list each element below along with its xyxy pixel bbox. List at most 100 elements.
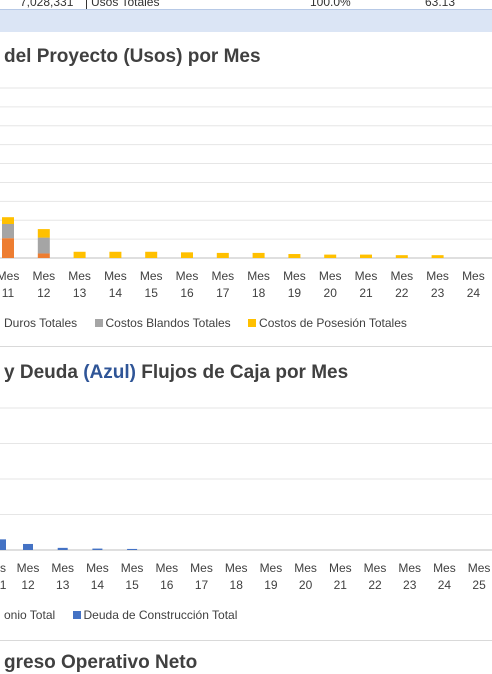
x-tick-label: Mes [260, 561, 283, 575]
x-tick-label-partial: s [0, 561, 6, 575]
x-tick-label: 25 [472, 578, 486, 592]
x-tick-label: 21 [359, 286, 373, 300]
legend-item-soft-costs: Costos Blandos Totales [94, 316, 231, 330]
x-tick-label: Mes [329, 561, 352, 575]
legend-item-hard-costs: Duros Totales [4, 316, 77, 330]
legend-label: Deuda de Construcción Total [83, 608, 238, 622]
total-value: 63.13 [425, 0, 456, 9]
chart1-legend: Duros Totales Costos Blandos Totales Cos… [4, 316, 421, 330]
x-tick-label: 14 [109, 286, 123, 300]
x-tick-label: Mes [140, 269, 163, 283]
bar [431, 255, 444, 258]
chart2-plot: s 11 Mes 12 Mes 13 Mes 14 Mes 15 Mes 16 Mes 17 Mes 18 Me… [0, 407, 492, 592]
total-label: Usos Totales [86, 0, 159, 9]
x-tick-label: 17 [195, 578, 209, 592]
x-tick-label: 12 [37, 286, 51, 300]
bar [324, 254, 337, 258]
x-tick-label: Mes [211, 269, 234, 283]
section-divider [0, 640, 492, 641]
legend-swatch [248, 319, 257, 327]
legend-label: onio Total [4, 608, 56, 622]
chart2-title: y Deuda (Azul) Flujos de Caja por Mes [4, 362, 348, 384]
x-tick-label: 18 [252, 286, 266, 300]
bar [92, 548, 103, 550]
x-tick-label: Mes [468, 561, 491, 575]
x-tick-label: 12 [21, 578, 35, 592]
x-tick-label: Mes [355, 269, 378, 283]
legend-item-equity: onio Total [4, 608, 55, 622]
section-divider [0, 346, 492, 347]
x-tick-label: 16 [180, 286, 194, 300]
x-tick-label: 19 [264, 578, 278, 592]
x-tick-label: Mes [176, 269, 199, 283]
legend-item-holding-costs: Costos de Posesión Totales [248, 316, 407, 330]
x-tick-label: Mes [319, 269, 342, 283]
x-tick-label: Mes [398, 561, 421, 575]
x-tick-label: 16 [160, 578, 174, 592]
x-tick-label: 24 [438, 578, 452, 592]
x-tick-label: 14 [91, 578, 105, 592]
legend-label: Costos de Posesión Totales [259, 316, 407, 330]
bar [395, 255, 408, 258]
x-tick-label: Mes [225, 561, 248, 575]
chart2-legend: onio Total Deuda de Construcción Total [4, 608, 251, 622]
x-tick-label: 11 [2, 286, 15, 300]
legend-swatch [72, 611, 81, 619]
x-tick-label: 18 [230, 578, 244, 592]
header-band [0, 10, 492, 32]
bar [216, 252, 229, 258]
x-tick-label: Mes [364, 561, 387, 575]
x-tick-label: 21 [334, 578, 348, 592]
bar [57, 547, 68, 550]
x-tick-label: Mes [0, 269, 19, 283]
total-percent: 100.0% [310, 0, 351, 9]
x-tick-label: 13 [73, 286, 87, 300]
x-tick-label: Mes [104, 269, 127, 283]
x-tick-label: Mes [68, 269, 91, 283]
x-tick-label: 17 [216, 286, 230, 300]
bar [37, 253, 50, 258]
x-tick-label-partial-num: 11 [0, 578, 7, 592]
x-tick-label: 15 [125, 578, 139, 592]
chart2-title-suffix: Flujos de Caja por Mes [135, 362, 349, 383]
bar [360, 254, 372, 258]
x-tick-label: Mes [390, 269, 413, 283]
total-amount: 7,028,331 [20, 0, 74, 9]
x-tick-label: Mes [51, 561, 74, 575]
bar [288, 254, 301, 258]
bar [127, 548, 138, 550]
x-tick-label: 24 [467, 286, 481, 300]
x-tick-label: Mes [121, 561, 144, 575]
x-tick-label: Mes [462, 269, 485, 283]
x-tick-label: Mes [190, 561, 213, 575]
bar [109, 251, 122, 258]
x-tick-label: 22 [395, 286, 409, 300]
x-tick-label: Mes [86, 561, 109, 575]
bar [2, 217, 14, 224]
next-section-title: greso Operativo Neto [4, 652, 198, 673]
x-tick-label: Mes [17, 561, 40, 575]
legend-label: Duros Totales [4, 316, 78, 330]
x-tick-label: 15 [145, 286, 159, 300]
bar [181, 252, 193, 258]
x-tick-label: 13 [56, 578, 70, 592]
x-tick-label: Mes [294, 561, 317, 575]
totals-row: 7,028,331 Usos Totales 100.0% 63.13 [0, 0, 492, 10]
bar [73, 251, 86, 258]
chart2-title-prefix: y Deuda [4, 362, 84, 383]
x-tick-label: Mes [155, 561, 178, 575]
legend-swatch [94, 319, 103, 327]
x-tick-label: 22 [368, 578, 382, 592]
bar [37, 229, 50, 238]
bar [23, 543, 33, 550]
x-tick-label: Mes [32, 269, 55, 283]
bar [2, 238, 14, 258]
x-tick-label: 19 [288, 286, 302, 300]
x-tick-label: Mes [433, 561, 456, 575]
bar-partial [0, 539, 6, 550]
chart1-plot: Mes 11 Mes 12 Mes 13 Mes 14 Mes 15 Mes 16 Mes 17 Mes 18… [0, 87, 492, 300]
x-tick-label: Mes [247, 269, 270, 283]
x-tick-label: 23 [403, 578, 417, 592]
legend-item-construction-debt: Deuda de Construcción Total [72, 608, 238, 622]
bar [37, 237, 50, 254]
